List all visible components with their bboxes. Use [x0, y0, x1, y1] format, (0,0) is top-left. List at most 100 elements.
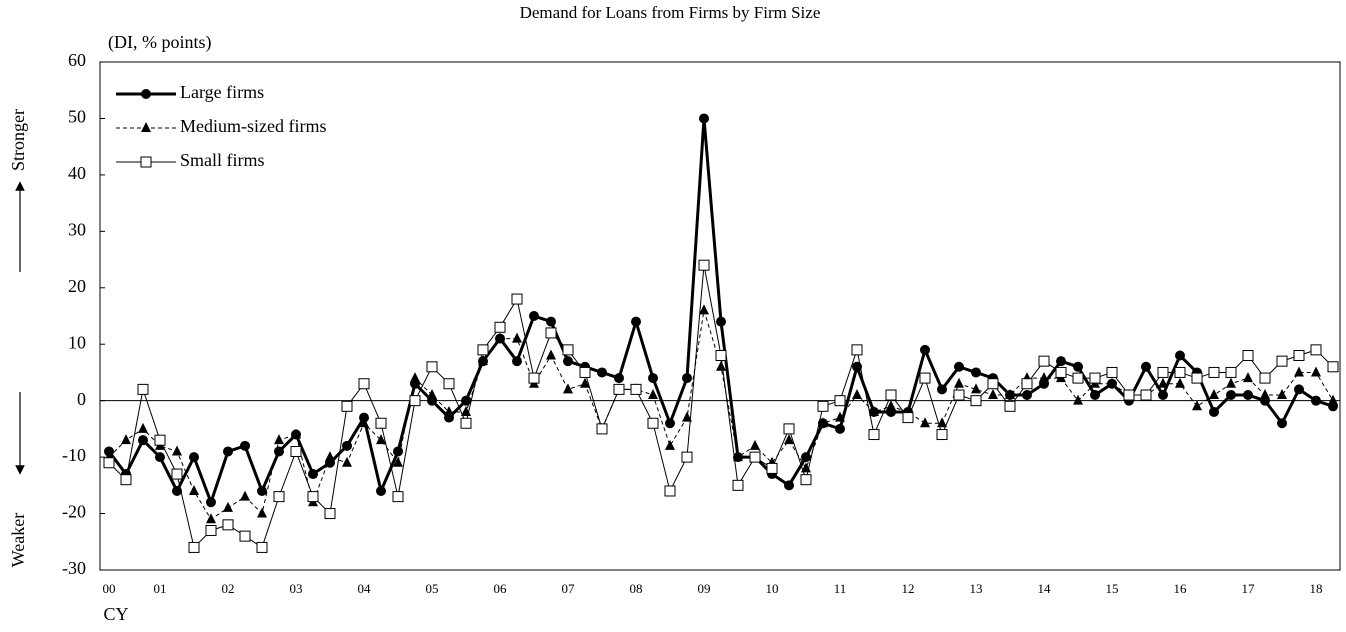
x-tick-label: 03	[290, 581, 303, 596]
y-tick-label: -30	[62, 558, 86, 578]
data-point	[835, 411, 845, 422]
data-point	[800, 474, 812, 486]
data-point	[359, 417, 369, 428]
data-point	[733, 451, 743, 462]
data-point	[1056, 356, 1066, 367]
data-point	[1021, 378, 1033, 390]
data-point	[307, 491, 319, 503]
series-line	[107, 118, 1334, 507]
data-point	[240, 440, 250, 451]
data-point	[375, 417, 387, 429]
data-point	[205, 524, 217, 536]
data-point	[1294, 384, 1304, 395]
data-point	[716, 316, 726, 327]
data-point	[1311, 395, 1321, 406]
data-point	[512, 356, 522, 367]
data-point	[1310, 344, 1322, 356]
data-point	[273, 491, 285, 503]
data-point	[1259, 372, 1271, 384]
series-line	[108, 310, 1334, 520]
data-point	[1140, 389, 1152, 401]
y-tick-label: -10	[62, 445, 86, 465]
data-point	[1327, 361, 1339, 373]
data-point	[1243, 372, 1253, 383]
x-axis-label: CY	[103, 604, 128, 624]
legend-label: Large firms	[180, 82, 264, 102]
data-point	[274, 446, 284, 457]
data-point	[1226, 377, 1236, 388]
legend-label: Small firms	[180, 150, 265, 170]
data-point	[698, 259, 710, 271]
data-point	[630, 383, 642, 395]
data-point	[460, 417, 472, 429]
data-point	[154, 434, 166, 446]
data-point	[341, 400, 353, 412]
data-point	[885, 389, 897, 401]
y-tick-label: 10	[68, 332, 86, 352]
x-tick-label: 10	[766, 581, 779, 596]
chart-title: Demand for Loans from Firms by Firm Size	[520, 3, 821, 22]
data-point	[409, 395, 421, 407]
data-point	[206, 497, 216, 508]
data-point	[631, 316, 641, 327]
plot-frame	[99, 61, 1341, 571]
data-point	[919, 372, 931, 384]
data-point	[1089, 372, 1101, 384]
x-tick-label: 11	[834, 581, 847, 596]
data-point	[172, 485, 182, 496]
data-point	[665, 439, 675, 450]
data-point	[699, 113, 709, 124]
data-point	[749, 451, 761, 463]
data-point	[138, 435, 148, 446]
data-point	[613, 383, 625, 395]
y-tick-label: 50	[68, 107, 86, 127]
data-point	[834, 395, 846, 407]
data-point	[665, 418, 675, 429]
data-point	[818, 417, 828, 428]
data-point	[256, 541, 268, 553]
data-point	[563, 356, 573, 367]
data-point	[392, 491, 404, 503]
data-point	[1192, 400, 1202, 411]
data-point	[1209, 389, 1219, 400]
data-point	[851, 344, 863, 356]
data-point	[461, 395, 471, 406]
data-point	[1039, 372, 1049, 383]
data-point	[817, 400, 829, 412]
data-point	[376, 434, 386, 445]
data-point	[869, 405, 879, 416]
data-point	[1072, 372, 1084, 384]
data-point	[664, 485, 676, 497]
data-point	[545, 327, 557, 339]
data-point	[494, 321, 506, 333]
data-point	[937, 384, 947, 395]
data-point	[1022, 390, 1032, 401]
data-point	[1106, 366, 1118, 378]
data-point	[495, 332, 505, 343]
data-point	[1157, 366, 1169, 378]
data-point	[410, 372, 420, 383]
data-point	[648, 373, 658, 384]
data-point	[1209, 406, 1219, 417]
data-point	[1175, 350, 1185, 361]
data-point	[953, 389, 965, 401]
data-point	[1226, 390, 1236, 401]
data-point	[1158, 377, 1168, 388]
data-point	[1242, 350, 1254, 362]
data-point	[141, 89, 151, 99]
data-point	[393, 456, 403, 467]
data-point	[291, 428, 301, 439]
data-point	[171, 468, 183, 480]
data-point	[1090, 390, 1100, 401]
data-point	[223, 446, 233, 457]
data-point	[971, 383, 981, 394]
data-point	[1277, 389, 1287, 400]
data-point	[1005, 389, 1015, 400]
data-point	[222, 519, 234, 531]
data-point	[120, 474, 132, 486]
data-point	[189, 452, 199, 463]
data-point	[801, 452, 811, 463]
data-point	[427, 389, 437, 400]
y-tick-label: 60	[68, 50, 86, 70]
data-point	[1038, 355, 1050, 367]
